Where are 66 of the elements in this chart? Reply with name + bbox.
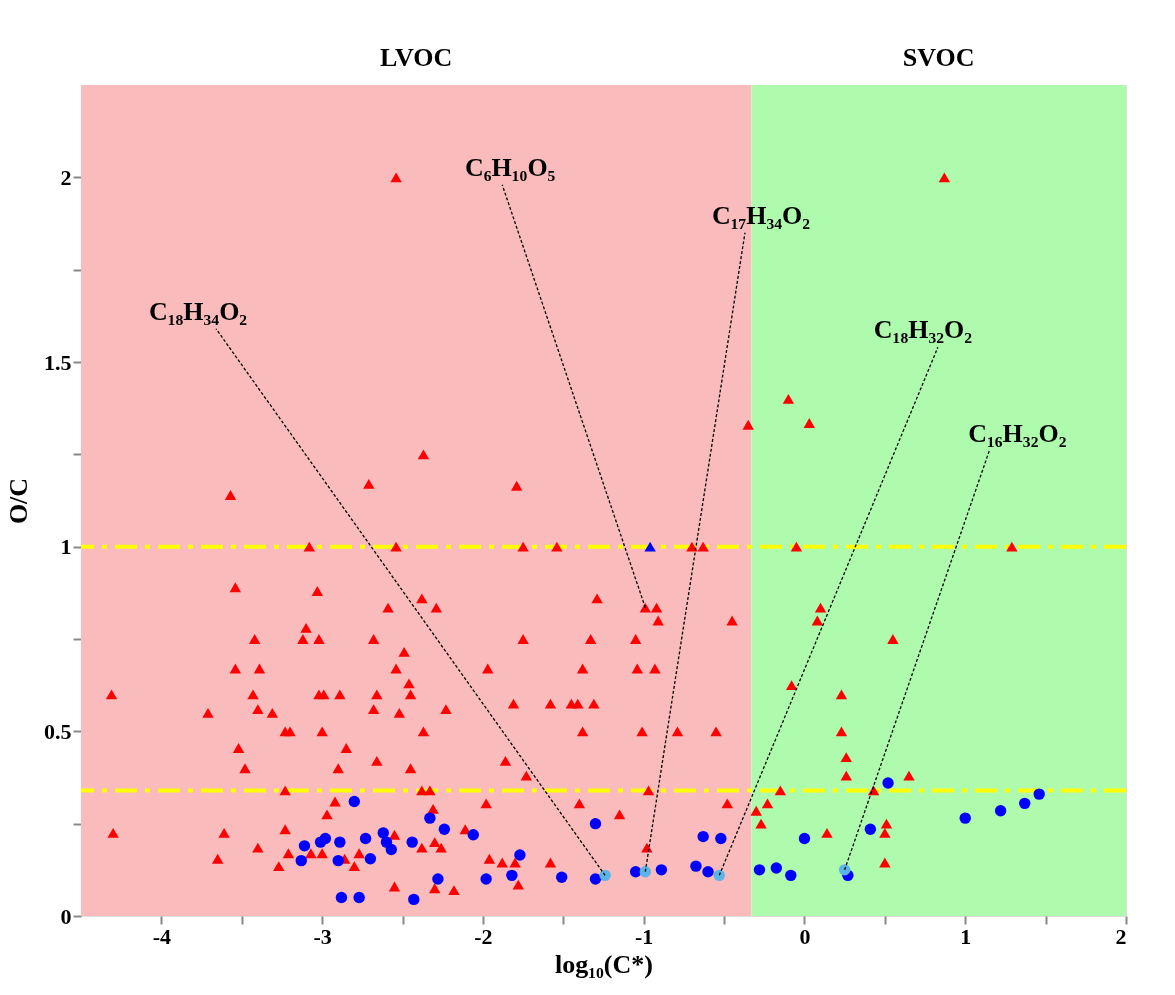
annotation: C₁₇H₃₄O₂ [711,200,811,230]
point [334,836,346,848]
point [864,823,877,835]
point [353,891,365,904]
y-axis-title: O/C [4,477,33,525]
point [589,817,602,830]
point [770,862,783,874]
x-tick-label: 1 [960,923,972,949]
annotation: C₆H₁₀O₅ [465,152,556,182]
point [639,865,651,878]
y-tick-label: 0.5 [44,718,72,744]
point [715,832,727,845]
point [424,812,436,824]
point [514,849,526,861]
y-tick-label: 1.5 [44,349,72,375]
point [753,864,766,876]
point [298,840,311,852]
point [629,865,642,878]
x-axis-title: log₁₀(C*) [555,949,653,979]
x-tick-label: -4 [152,923,172,949]
point [690,860,702,872]
band-label: LVOC [380,43,453,72]
point [702,865,714,878]
point [480,873,492,885]
point [348,795,361,808]
point [599,869,611,882]
point [1033,788,1045,800]
point [332,854,344,867]
point [364,853,377,865]
annotation: C₁₈H₃₂O₂ [873,315,973,345]
x-tick-label: -3 [313,923,332,949]
point [359,832,372,845]
point [697,830,709,843]
point [713,869,725,882]
point [408,893,420,906]
x-tick-label: -1 [635,923,654,949]
point [467,829,479,841]
point [959,812,971,824]
annotation: C₁₆H₃₂O₂ [968,418,1067,448]
point [994,805,1007,817]
point [319,832,332,845]
point [438,823,451,835]
point [556,871,568,883]
point [785,869,797,882]
point [655,864,668,876]
point [432,873,444,885]
y-tick-label: 2 [60,164,72,190]
point [385,843,397,856]
point [882,777,894,789]
y-tick-label: 1 [60,534,72,560]
x-tick-label: 2 [1115,923,1127,949]
x-tick-label: 0 [799,923,811,949]
point [335,891,348,904]
point [1019,797,1031,810]
point [644,541,656,552]
x-tick-label: -2 [474,923,493,949]
point [798,832,811,845]
band-label: SVOC [902,43,975,72]
point [589,873,602,885]
point [838,864,851,876]
y-tick-label: 0 [60,903,72,929]
point [377,827,389,839]
annotation: C₁₈H₃₄O₂ [148,296,248,326]
point [295,854,307,867]
point [506,869,518,882]
point [406,836,418,848]
